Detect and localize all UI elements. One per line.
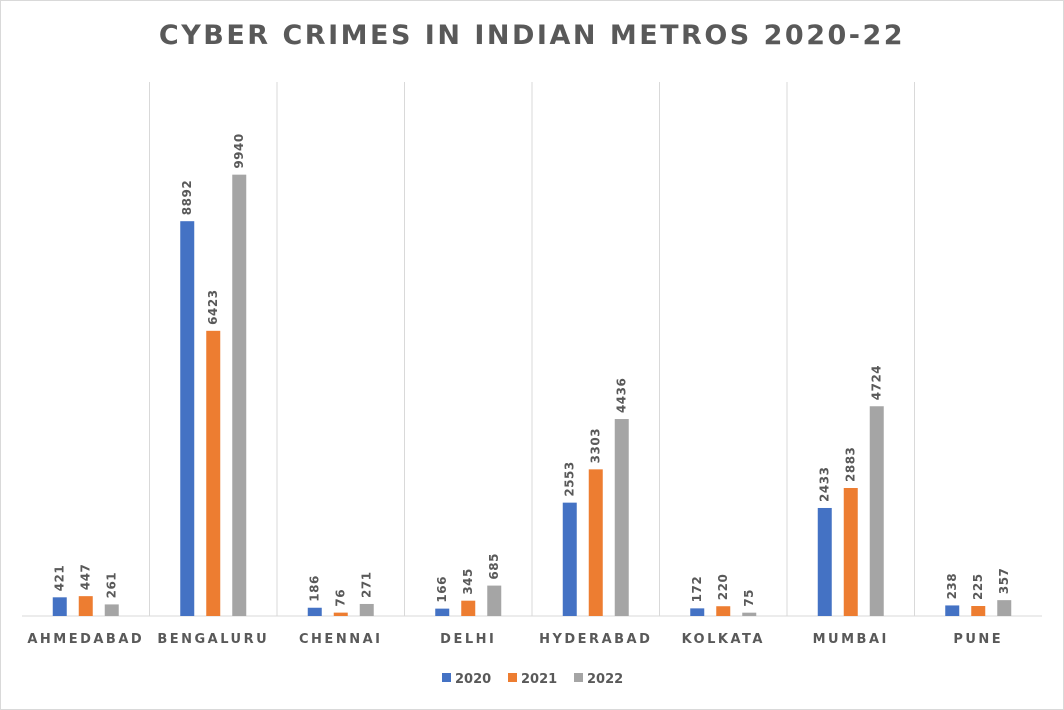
data-label: 166 (435, 576, 449, 603)
bar-2022 (869, 406, 884, 616)
bar-2022 (487, 585, 502, 616)
bar-2021 (843, 487, 858, 616)
bar-2020 (817, 507, 832, 616)
data-label: 220 (716, 574, 730, 601)
data-label: 271 (360, 571, 374, 598)
data-label: 8892 (180, 180, 194, 215)
data-label: 345 (461, 568, 475, 595)
category-label: PUNE (953, 632, 1003, 647)
data-label: 447 (79, 564, 93, 591)
bar-2020 (435, 608, 450, 616)
bar-2022 (742, 612, 757, 616)
data-label: 238 (945, 573, 959, 600)
data-label: 2553 (563, 461, 577, 496)
data-label: 172 (690, 576, 704, 603)
data-label: 685 (487, 553, 501, 580)
legend-label: 2021 (521, 672, 557, 687)
bar-2021 (588, 469, 603, 616)
bar-2021 (716, 606, 731, 616)
bar-2022 (997, 600, 1012, 616)
legend-swatch-2022 (574, 673, 583, 682)
bar-2020 (52, 597, 67, 616)
bar-2020 (562, 502, 577, 616)
bar-2021 (78, 596, 93, 616)
data-label: 261 (105, 572, 119, 599)
category-label: HYDERABAD (539, 632, 652, 647)
legend-label: 2022 (587, 672, 623, 687)
category-label: AHMEDABAD (27, 632, 144, 647)
data-label: 2883 (844, 447, 858, 482)
bar-2021 (971, 606, 986, 616)
bar-2021 (461, 600, 476, 616)
data-label: 75 (742, 589, 756, 607)
bar-2022 (104, 604, 119, 616)
legend-label: 2020 (455, 672, 491, 687)
category-label: CHENNAI (299, 632, 382, 647)
bar-2020 (945, 605, 960, 616)
legend-swatch-2020 (442, 673, 451, 682)
data-label: 225 (971, 573, 985, 600)
bar-2022 (232, 174, 247, 616)
bar-2020 (180, 221, 195, 617)
category-label: KOLKATA (682, 632, 765, 647)
data-label: 421 (53, 565, 67, 592)
data-label: 4436 (615, 378, 629, 413)
category-label: MUMBAI (813, 632, 889, 647)
data-label: 6423 (206, 289, 220, 324)
bar-2022 (359, 603, 374, 616)
data-label: 357 (997, 568, 1011, 595)
bar-2022 (614, 419, 629, 616)
chart-title: CYBER CRIMES IN INDIAN METROS 2020-22 (158, 20, 906, 51)
data-label: 186 (308, 575, 322, 602)
data-label: 9940 (232, 133, 246, 168)
data-label: 4724 (870, 365, 884, 400)
category-label: DELHI (440, 632, 496, 647)
bar-2020 (690, 608, 705, 616)
category-label: BENGALURU (157, 632, 269, 647)
data-label: 76 (334, 589, 348, 607)
data-label: 3303 (589, 428, 603, 463)
legend-swatch-2021 (508, 673, 517, 682)
bar-2021 (333, 612, 348, 616)
bar-2020 (307, 607, 322, 616)
data-label: 2433 (818, 467, 832, 502)
bar-2021 (206, 330, 221, 616)
